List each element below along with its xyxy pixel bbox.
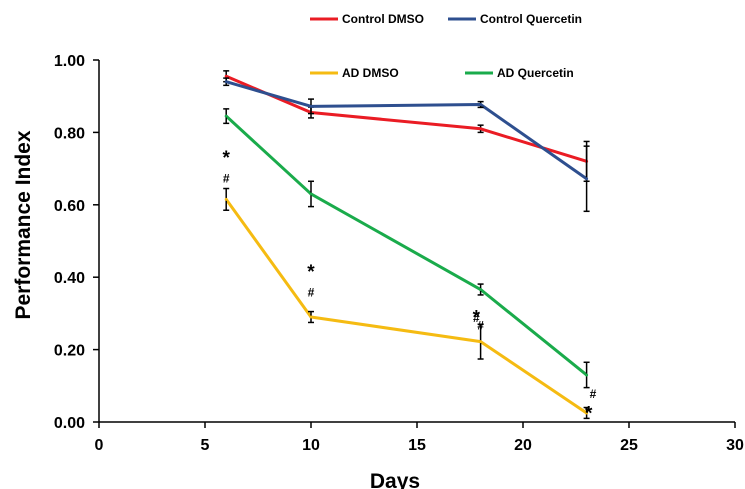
data-point — [479, 288, 483, 292]
x-tick-label: 20 — [514, 437, 532, 454]
data-point — [585, 411, 589, 415]
significance-hash: # — [308, 286, 315, 300]
legend-label-ad-quercetin: AD Quercetin — [497, 66, 574, 80]
data-point — [309, 104, 313, 108]
y-axis-ticks: 0.00 0.20 0.40 0.60 0.80 1.00 — [54, 53, 99, 432]
series-control-quercetin — [223, 77, 590, 213]
significance-annotations: *#*#*###* — [222, 148, 596, 424]
legend-label-ad-dmso: AD DMSO — [342, 66, 399, 80]
x-tick-label: 30 — [726, 437, 744, 454]
significance-asterisk: * — [473, 307, 481, 328]
x-tick-label: 5 — [201, 437, 210, 454]
plot-area — [223, 70, 590, 420]
series-ad-quercetin — [223, 108, 590, 389]
y-tick-label: 1.00 — [54, 53, 85, 70]
data-point — [224, 114, 228, 118]
x-tick-label: 15 — [408, 437, 426, 454]
series-line-control-dmso — [225, 74, 588, 163]
y-tick-label: 0.80 — [54, 125, 85, 142]
data-point — [309, 315, 313, 319]
legend-label-control-quercetin: Control Quercetin — [480, 12, 582, 26]
x-tick-label: 25 — [620, 437, 638, 454]
y-axis-title: Performance Index — [12, 130, 35, 319]
data-point — [224, 197, 228, 201]
significance-hash: # — [590, 387, 597, 401]
y-tick-label: 0.40 — [54, 270, 85, 287]
series-line-ad-quercetin — [225, 115, 588, 377]
y-tick-label: 0.00 — [54, 415, 85, 432]
data-point — [585, 177, 589, 181]
y-tick-label: 0.60 — [54, 198, 85, 215]
significance-hash: # — [477, 318, 484, 332]
significance-hash: # — [473, 311, 480, 325]
x-tick-label: 0 — [95, 437, 104, 454]
data-point — [224, 80, 228, 84]
significance-asterisk: * — [307, 262, 315, 283]
data-point — [479, 340, 483, 344]
data-point — [585, 373, 589, 377]
series-line-control-quercetin — [225, 80, 588, 180]
data-point — [309, 192, 313, 196]
x-axis-title: Days — [370, 470, 420, 489]
significance-hash: # — [223, 172, 230, 186]
significance-asterisk: * — [585, 403, 593, 424]
y-tick-label: 0.20 — [54, 343, 85, 360]
x-tick-label: 10 — [302, 437, 320, 454]
data-point — [479, 103, 483, 107]
significance-asterisk: * — [222, 148, 230, 169]
series-line-ad-dmso — [224, 198, 588, 415]
legend: Control DMSO Control Quercetin AD DMSO A… — [310, 12, 582, 80]
data-point — [224, 74, 228, 78]
series-ad-dmso — [223, 187, 590, 420]
data-point — [479, 127, 483, 131]
legend-label-control-dmso: Control DMSO — [342, 12, 424, 26]
x-axis-ticks: 0 5 10 15 20 25 30 — [95, 422, 744, 454]
